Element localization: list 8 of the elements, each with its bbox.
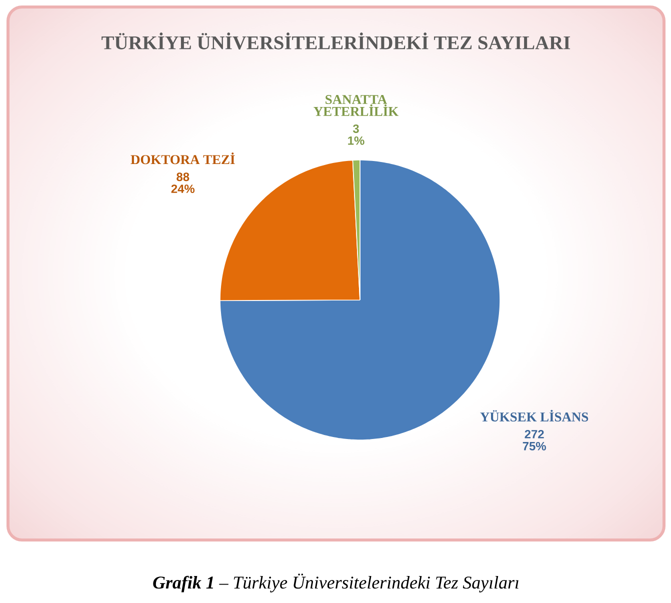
slice-label: YÜKSEK LİSANS [480,410,588,422]
slice-label: DOKTORA TEZİ [130,152,235,164]
slice-label: SANATTA YETERLİLİK [314,95,398,116]
data-label: 272 75% [522,430,546,450]
text: Grafik 1 – Türkiye Üniversitelerindeki Tez Sayıları [153,574,518,592]
chart-title: TÜRKİYE ÜNİVERSİTELERİNDEKİ TEZ SAYILARI [102,32,570,50]
data-label: 3 1% [348,124,364,145]
data-label: 88 24% [171,172,195,194]
